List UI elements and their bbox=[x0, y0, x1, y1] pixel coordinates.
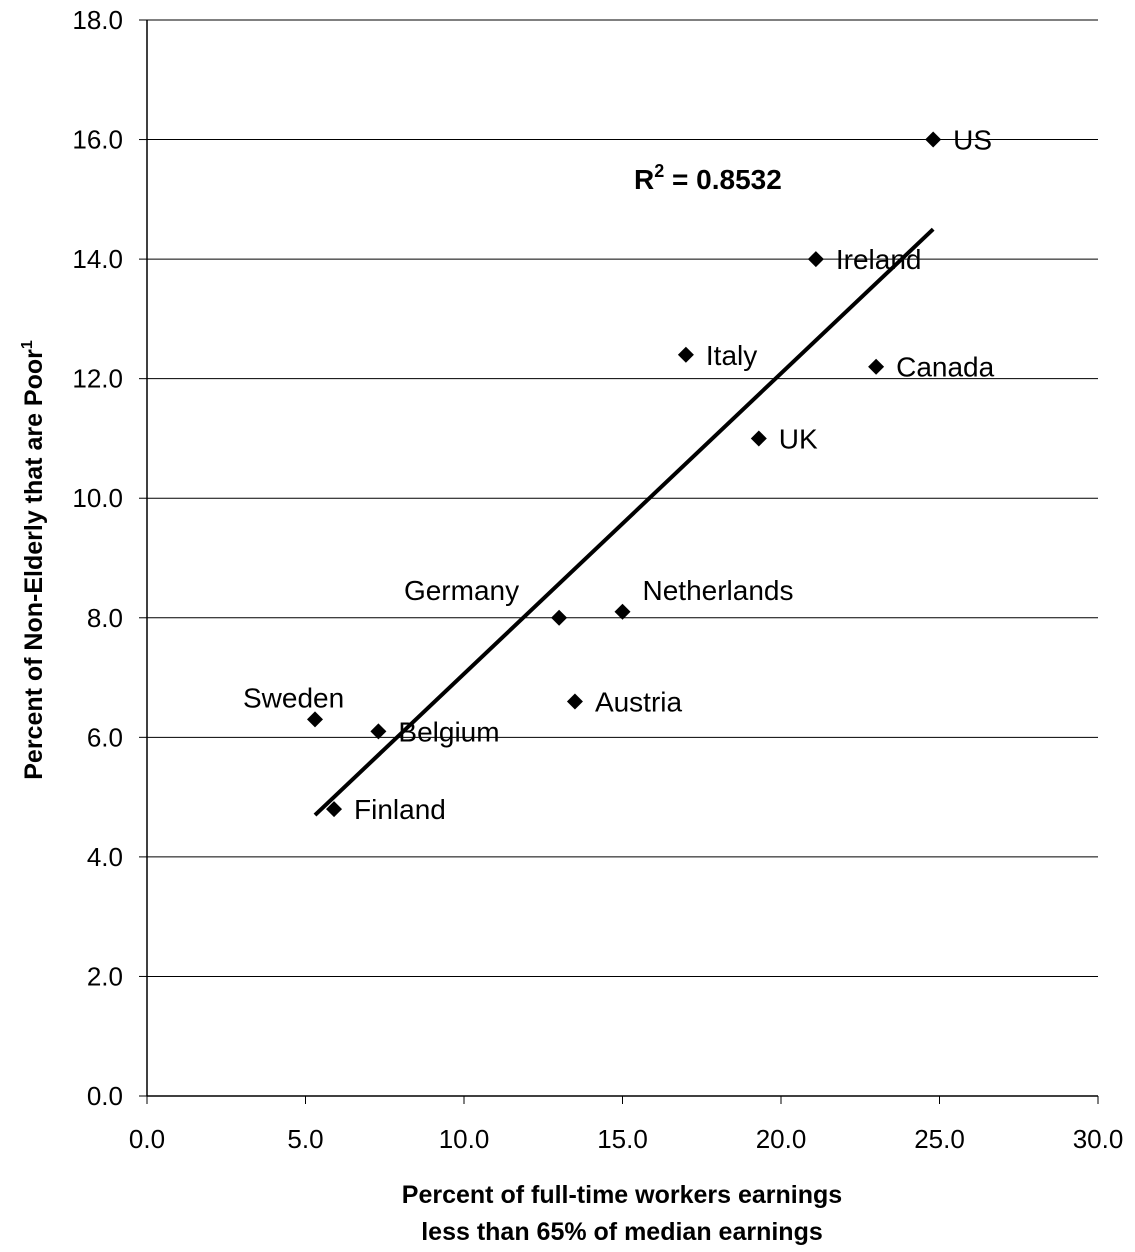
point-label-canada: Canada bbox=[896, 352, 995, 383]
data-point-netherlands bbox=[614, 603, 631, 620]
y-tick-label: 8.0 bbox=[87, 603, 123, 633]
y-tick-label: 6.0 bbox=[87, 722, 123, 752]
axes bbox=[139, 19, 1099, 1104]
y-axis-title-superscript: 1 bbox=[19, 340, 36, 349]
gridlines bbox=[147, 19, 1098, 977]
data-point-belgium bbox=[370, 723, 387, 740]
y-tick-label: 16.0 bbox=[72, 125, 123, 155]
x-tick-label: 25.0 bbox=[914, 1124, 965, 1154]
x-tick-label: 30.0 bbox=[1073, 1124, 1124, 1154]
point-label-uk: UK bbox=[779, 423, 818, 454]
point-label-austria: Austria bbox=[595, 686, 683, 717]
x-tick-label: 5.0 bbox=[287, 1124, 323, 1154]
y-tick-label: 0.0 bbox=[87, 1081, 123, 1111]
point-label-finland: Finland bbox=[354, 794, 446, 825]
r-squared-annotation: R2 = 0.8532 bbox=[634, 161, 782, 195]
point-label-italy: Italy bbox=[706, 340, 757, 371]
trendline-group bbox=[313, 227, 935, 817]
data-point-finland bbox=[326, 801, 343, 818]
point-label-sweden: Sweden bbox=[243, 682, 344, 713]
x-tick-labels: 0.0 5.0 10.0 15.0 20.0 25.0 30.0 bbox=[129, 1124, 1123, 1154]
y-tick-label: 10.0 bbox=[72, 483, 123, 513]
r2-value: = 0.8532 bbox=[664, 164, 782, 195]
point-label-belgium: Belgium bbox=[398, 716, 499, 747]
r2-base: R bbox=[634, 164, 654, 195]
point-labels: US Ireland Italy Canada UK Germany Netherlands… bbox=[243, 125, 995, 826]
data-point-ireland bbox=[807, 251, 824, 268]
x-axis-title-line-2: less than 65% of median earnings bbox=[421, 1218, 823, 1246]
y-tick-labels: 0.0 2.0 4.0 6.0 8.0 10.0 12.0 14.0 16.0 18.0 bbox=[72, 5, 123, 1111]
point-label-us: US bbox=[953, 125, 992, 156]
data-point-uk bbox=[750, 430, 767, 447]
data-point-sweden bbox=[307, 711, 324, 728]
trendline bbox=[313, 227, 935, 817]
y-tick-label: 14.0 bbox=[72, 244, 123, 274]
x-tick-label: 10.0 bbox=[439, 1124, 490, 1154]
data-point-canada bbox=[868, 358, 885, 375]
y-tick-label: 12.0 bbox=[72, 364, 123, 394]
x-axis-title-line-1: Percent of full-time workers earnings bbox=[402, 1181, 842, 1209]
point-label-netherlands: Netherlands bbox=[643, 575, 794, 606]
data-point-germany bbox=[551, 609, 568, 626]
y-axis-title: Percent of Non-Elderly that are Poor1 bbox=[19, 340, 48, 780]
x-tick-label: 15.0 bbox=[597, 1124, 648, 1154]
data-points bbox=[307, 131, 942, 818]
y-tick-label: 4.0 bbox=[87, 842, 123, 872]
data-point-austria bbox=[566, 693, 583, 710]
y-tick-label: 18.0 bbox=[72, 5, 123, 35]
y-tick-label: 2.0 bbox=[87, 961, 123, 991]
x-tick-label: 20.0 bbox=[756, 1124, 807, 1154]
r2-superscript: 2 bbox=[654, 161, 664, 181]
data-point-us bbox=[925, 131, 942, 148]
y-axis-title-text: Percent of Non-Elderly that are Poor bbox=[20, 349, 48, 780]
x-tick-label: 0.0 bbox=[129, 1124, 165, 1154]
point-label-germany: Germany bbox=[404, 575, 519, 606]
point-label-ireland: Ireland bbox=[836, 244, 922, 275]
data-point-italy bbox=[677, 346, 694, 363]
